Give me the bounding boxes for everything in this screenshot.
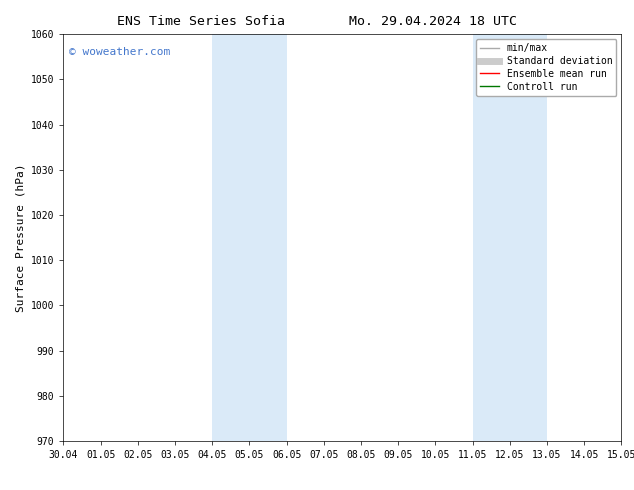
Text: © woweather.com: © woweather.com (69, 47, 171, 56)
Y-axis label: Surface Pressure (hPa): Surface Pressure (hPa) (15, 163, 25, 312)
Bar (212, 34, 287, 441)
Text: ENS Time Series Sofia        Mo. 29.04.2024 18 UTC: ENS Time Series Sofia Mo. 29.04.2024 18 … (117, 15, 517, 28)
Bar (472, 34, 547, 441)
Legend: min/max, Standard deviation, Ensemble mean run, Controll run: min/max, Standard deviation, Ensemble me… (476, 39, 616, 96)
